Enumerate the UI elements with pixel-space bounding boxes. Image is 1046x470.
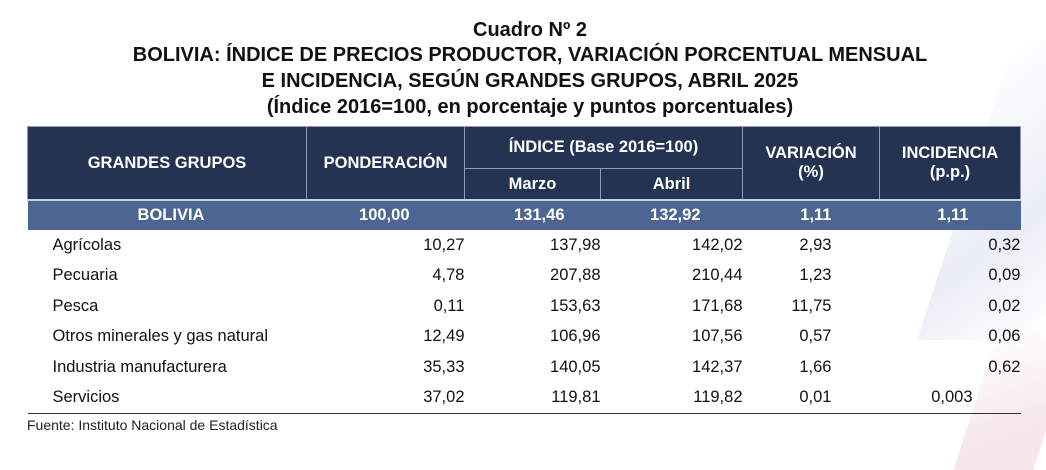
- total-abril: 132,92: [600, 199, 743, 230]
- row-incidencia: 0,003: [879, 382, 1021, 414]
- header-incidencia-unit: (p.p.): [929, 163, 971, 181]
- total-incidencia: 1,11: [879, 199, 1021, 230]
- row-variacion: 2,93: [799, 235, 832, 254]
- row-incidencia: 0,62: [988, 357, 1021, 376]
- row-label: Industria manufacturera: [52, 357, 227, 376]
- row-ponderacion: 37,02: [306, 382, 465, 414]
- table-row: Pecuaria 4,78 207,88 210,44 1,23 0,09: [28, 261, 1021, 292]
- row-label: Pesca: [52, 296, 99, 315]
- table-title-line-2: E INCIDENCIA, SEGÚN GRANDES GRUPOS, ABRI…: [261, 70, 799, 92]
- row-abril: 119,82: [600, 382, 743, 414]
- row-abril: 171,68: [692, 296, 743, 315]
- row-ponderacion: 12,49: [423, 327, 465, 346]
- total-ponderacion: 100,00: [306, 199, 465, 230]
- table-subtitle: (Índice 2016=100, en porcentaje y puntos…: [266, 96, 794, 118]
- row-incidencia: 0,09: [988, 266, 1021, 285]
- row-variacion: 11,75: [791, 296, 832, 315]
- header-marzo: Marzo: [464, 168, 601, 201]
- row-marzo: 153,63: [550, 296, 601, 315]
- table-row: Agrícolas 10,27 137,98 142,02 2,93 0,32: [28, 230, 1021, 261]
- row-variacion: 1,66: [799, 357, 832, 376]
- row-marzo: 137,98: [550, 235, 601, 254]
- header-variacion-unit: (%): [798, 163, 824, 181]
- row-abril: 107,56: [692, 327, 743, 346]
- header-grandes-grupos: GRANDES GRUPOS: [27, 126, 307, 201]
- price-index-table: GRANDES GRUPOS PONDERACIÓN ÍNDICE (Base …: [27, 125, 1021, 414]
- row-label: Agrícolas: [52, 235, 122, 254]
- row-label: Servicios: [27, 382, 307, 414]
- row-ponderacion: 35,33: [423, 357, 465, 376]
- source-note: Fuente: Instituto Nacional de Estadístic…: [27, 417, 278, 433]
- table-row: Pesca 0,11 153,63 171,68 11,75 0,02: [28, 291, 1021, 322]
- total-label: BOLIVIA: [27, 199, 307, 230]
- row-label: Otros minerales y gas natural: [52, 327, 269, 346]
- row-ponderacion: 0,11: [433, 296, 465, 315]
- row-label: Pecuaria: [52, 266, 118, 285]
- row-ponderacion: 10,27: [423, 235, 465, 254]
- row-marzo: 207,88: [550, 266, 601, 285]
- row-incidencia: 0,06: [988, 327, 1021, 346]
- row-marzo: 106,96: [550, 327, 601, 346]
- row-variacion: 0,01: [742, 382, 880, 414]
- header-variacion-label: VARIACIÓN: [765, 144, 857, 162]
- header-incidencia: INCIDENCIA (p.p.): [879, 126, 1021, 201]
- row-variacion: 1,23: [799, 266, 832, 285]
- table-row: Otros minerales y gas natural 12,49 106,…: [28, 322, 1021, 353]
- row-variacion: 0,57: [799, 327, 832, 346]
- row-abril: 142,02: [692, 235, 743, 254]
- row-marzo: 119,81: [464, 382, 601, 414]
- row-incidencia: 0,02: [988, 296, 1021, 315]
- total-variacion: 1,11: [742, 199, 880, 230]
- table-title-line-1: BOLIVIA: ÍNDICE DE PRECIOS PRODUCTOR, VA…: [132, 44, 928, 66]
- header-indice: ÍNDICE (Base 2016=100): [464, 125, 743, 170]
- total-row: BOLIVIA 100,00 131,46 132,92 1,11 1,11: [27, 199, 1021, 230]
- header-variacion: VARIACIÓN (%): [742, 126, 880, 201]
- header-abril: Abril: [600, 168, 743, 201]
- row-abril: 210,44: [692, 266, 743, 285]
- total-marzo: 131,46: [464, 199, 601, 230]
- row-ponderacion: 4,78: [432, 266, 465, 285]
- table-number: Cuadro Nº 2: [473, 19, 587, 41]
- row-abril: 142,37: [692, 357, 743, 376]
- header-ponderacion: PONDERACIÓN: [306, 126, 465, 201]
- table-row: Industria manufacturera 35,33 140,05 142…: [28, 352, 1021, 383]
- row-incidencia: 0,32: [988, 235, 1021, 254]
- row-marzo: 140,05: [550, 357, 601, 376]
- header-incidencia-label: INCIDENCIA: [901, 144, 999, 162]
- table-row: Servicios 37,02 119,81 119,82 0,01 0,003: [27, 382, 1021, 414]
